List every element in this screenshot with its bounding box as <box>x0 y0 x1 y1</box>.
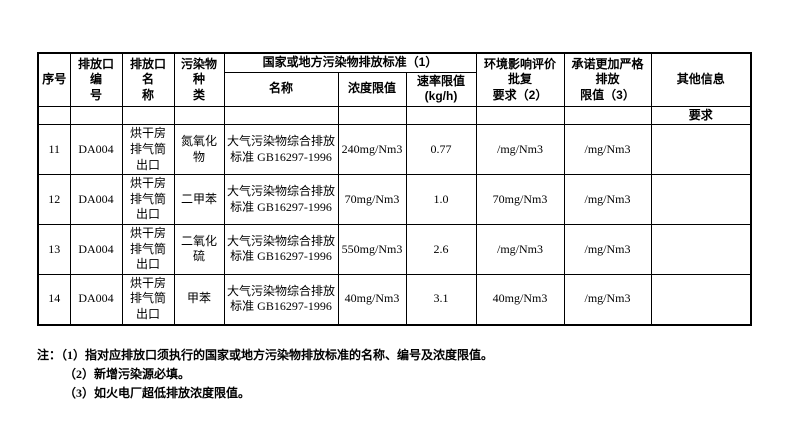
col-header-outlet-no: 排放口编 号 <box>69 52 123 107</box>
cell-seq: 11 <box>37 124 71 176</box>
cell-standard: 大气污染物综合排放 标准 GB16297-1996 <box>223 273 339 326</box>
empty-cell <box>69 105 123 126</box>
footnotes: 注：（1）指对应排放口须执行的国家或地方污染物排放标准的名称、编号及浓度限值。 … <box>37 346 493 403</box>
cell-eia: 70mg/Nm3 <box>475 174 565 225</box>
cell-commitment: /mg/Nm3 <box>563 124 652 176</box>
col-header-other-info: 其他信息 <box>650 52 752 107</box>
empty-cell <box>475 105 565 126</box>
col-header-stricter-commitment: 承诺更加严格排放 限值（3） <box>563 52 652 107</box>
cell-other <box>650 124 752 176</box>
empty-cell <box>121 105 175 126</box>
col-header-rate-limit: 速率限值 (kg/h) <box>405 71 477 107</box>
cell-other <box>650 174 752 225</box>
table-row: 13 DA004 烘干房 排气筒 出口 二氧化 硫 大气污染物综合排放 标准 G… <box>37 223 752 275</box>
cell-eia: /mg/Nm3 <box>475 223 565 275</box>
cell-seq: 14 <box>37 273 71 326</box>
cell-rate: 3.1 <box>405 273 477 326</box>
cell-eia: /mg/Nm3 <box>475 124 565 176</box>
cell-outlet-name: 烘干房 排气筒 出口 <box>121 223 175 275</box>
cell-rate: 1.0 <box>405 174 477 225</box>
cell-pollutant: 甲苯 <box>173 273 225 326</box>
col-header-outlet-name: 排放口名 称 <box>121 52 175 107</box>
empty-cell <box>173 105 225 126</box>
header-row-3: 要求 <box>37 105 752 126</box>
col-subheader-other-requirement: 要求 <box>650 105 752 126</box>
cell-pollutant: 氮氧化 物 <box>173 124 225 176</box>
cell-commitment: /mg/Nm3 <box>563 174 652 225</box>
cell-outlet-name: 烘干房 排气筒 出口 <box>121 273 175 326</box>
header-row-1: 序号 排放口编 号 排放口名 称 污染物种 类 国家或地方污染物排放标准（1） … <box>37 52 752 107</box>
header-row-2: 名称 浓度限值 速率限值 (kg/h) <box>38 71 751 107</box>
empty-cell <box>223 105 339 126</box>
col-header-concentration-limit: 浓度限值 <box>337 71 407 107</box>
cell-commitment: /mg/Nm3 <box>563 223 652 275</box>
col-header-eia-requirement: 环境影响评价批复 要求（2） <box>475 52 565 107</box>
cell-other <box>650 223 752 275</box>
footnote-item-2: （2）新增污染源必填。 <box>64 367 191 381</box>
col-header-standard-name: 名称 <box>223 71 339 107</box>
empty-cell <box>405 105 477 126</box>
emission-standards-table: 序号 排放口编 号 排放口名 称 污染物种 类 国家或地方污染物排放标准（1） … <box>37 52 753 326</box>
cell-rate: 0.77 <box>405 124 477 176</box>
empty-cell <box>37 105 71 126</box>
cell-outlet-no: DA004 <box>69 174 123 225</box>
cell-concentration: 240mg/Nm3 <box>337 124 407 176</box>
footnote-line-1: 注：（1）指对应排放口须执行的国家或地方污染物排放标准的名称、编号及浓度限值。 <box>37 346 493 365</box>
table-row: 12 DA004 烘干房 排气筒 出口 二甲苯 大气污染物综合排放 标准 GB1… <box>37 174 752 225</box>
cell-commitment: /mg/Nm3 <box>563 273 652 326</box>
cell-pollutant: 二甲苯 <box>173 174 225 225</box>
col-header-standard-group: 国家或地方污染物排放标准（1） <box>223 52 477 73</box>
footnote-item-3: （3）如火电厂超低排放浓度限值。 <box>64 386 251 400</box>
footnote-line-3: （3）如火电厂超低排放浓度限值。 <box>37 384 493 403</box>
table-row: 11 DA004 烘干房 排气筒 出口 氮氧化 物 大气污染物综合排放 标准 G… <box>37 124 752 176</box>
cell-seq: 12 <box>37 174 71 225</box>
footnotes-label: 注： <box>37 348 62 362</box>
cell-seq: 13 <box>37 223 71 275</box>
cell-concentration: 40mg/Nm3 <box>337 273 407 326</box>
table-row: 14 DA004 烘干房 排气筒 出口 甲苯 大气污染物综合排放 标准 GB16… <box>37 273 752 326</box>
cell-rate: 2.6 <box>405 223 477 275</box>
empty-cell <box>337 105 407 126</box>
cell-outlet-name: 烘干房 排气筒 出口 <box>121 174 175 225</box>
cell-outlet-no: DA004 <box>69 223 123 275</box>
cell-standard: 大气污染物综合排放 标准 GB16297-1996 <box>223 223 339 275</box>
cell-standard: 大气污染物综合排放 标准 GB16297-1996 <box>223 174 339 225</box>
cell-pollutant: 二氧化 硫 <box>173 223 225 275</box>
empty-cell <box>563 105 652 126</box>
cell-outlet-no: DA004 <box>69 273 123 326</box>
col-header-seq: 序号 <box>37 52 71 107</box>
cell-standard: 大气污染物综合排放 标准 GB16297-1996 <box>223 124 339 176</box>
col-header-pollutant-type: 污染物种 类 <box>173 52 225 107</box>
footnote-item-1: （1）指对应排放口须执行的国家或地方污染物排放标准的名称、编号及浓度限值。 <box>61 348 494 362</box>
cell-concentration: 550mg/Nm3 <box>337 223 407 275</box>
footnote-line-2: （2）新增污染源必填。 <box>37 365 493 384</box>
cell-concentration: 70mg/Nm3 <box>337 174 407 225</box>
cell-eia: 40mg/Nm3 <box>475 273 565 326</box>
cell-other <box>650 273 752 326</box>
cell-outlet-name: 烘干房 排气筒 出口 <box>121 124 175 176</box>
cell-outlet-no: DA004 <box>69 124 123 176</box>
